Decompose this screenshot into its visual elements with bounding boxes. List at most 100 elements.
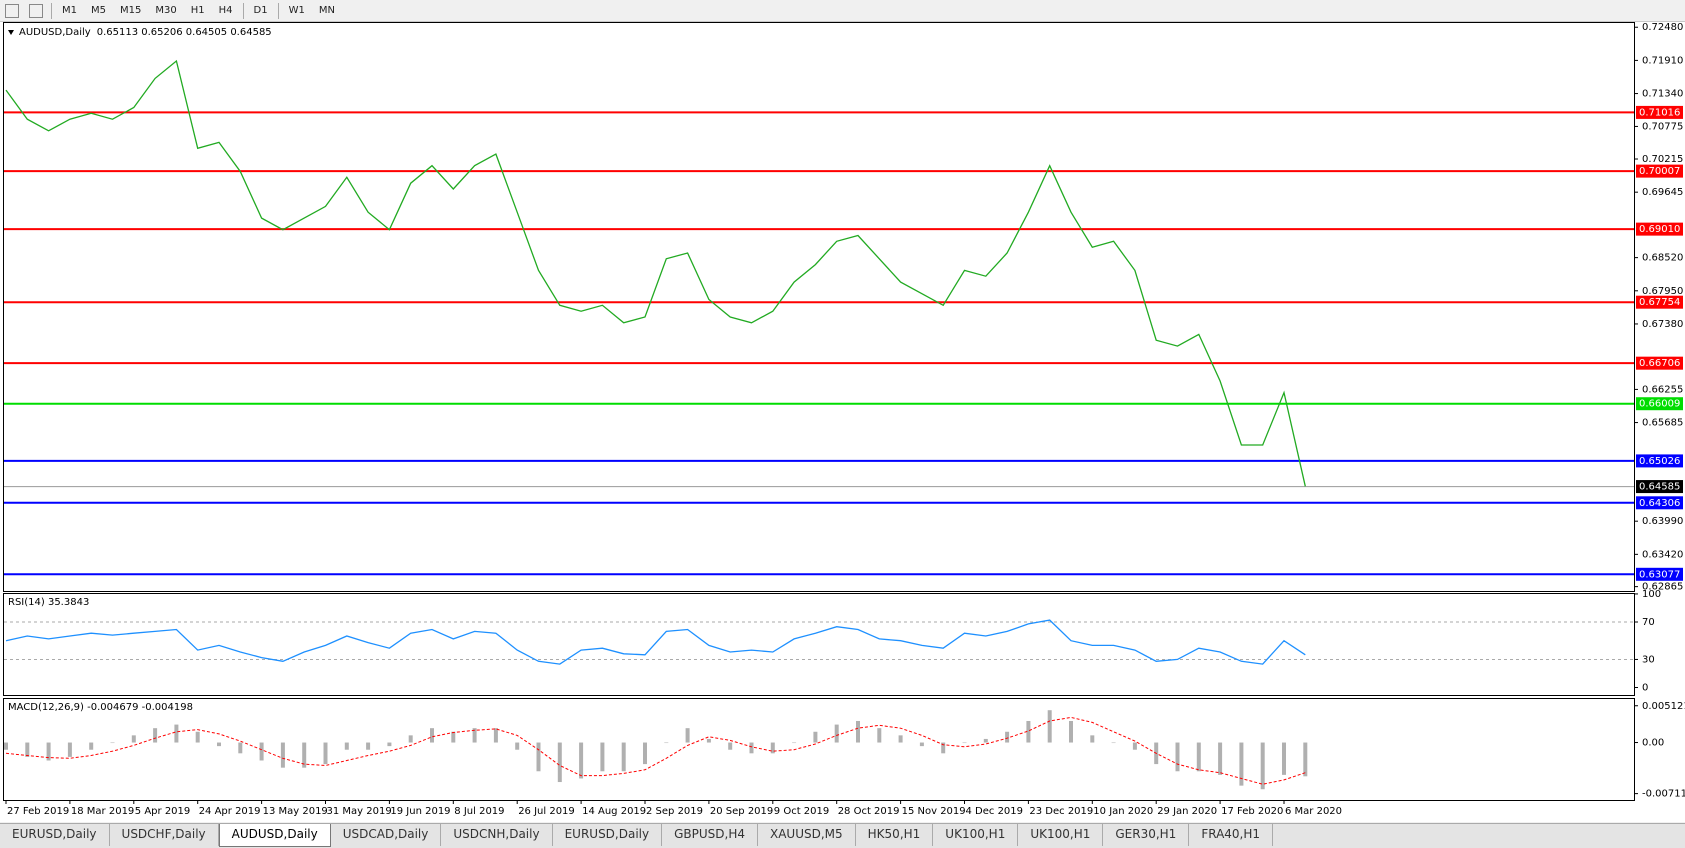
timeframe-button[interactable]: M30 xyxy=(155,5,177,16)
y-tick-label: 0.67380 xyxy=(1642,319,1683,330)
histogram-bar xyxy=(643,742,647,765)
chart-tab[interactable]: EURUSD,Daily xyxy=(553,824,663,846)
level-label-box xyxy=(1636,105,1683,119)
y-tick-label: 70 xyxy=(1642,617,1655,628)
level-label-box xyxy=(1636,295,1683,309)
y-tick-label: 0.63990 xyxy=(1642,516,1683,527)
histogram-bar xyxy=(898,735,903,743)
level-label-box xyxy=(1636,356,1683,370)
x-tick-label: 14 Aug 2019 xyxy=(582,806,646,817)
histogram-bar xyxy=(1005,731,1010,743)
histogram-bar xyxy=(1196,742,1201,772)
histogram-bar xyxy=(856,720,860,743)
histogram-bar xyxy=(579,742,584,779)
price-line xyxy=(5,59,1306,487)
histogram-bar xyxy=(451,731,456,743)
y-tick-label: 0.72480 xyxy=(1642,22,1683,33)
x-tick-label: 29 Jan 2020 xyxy=(1157,806,1217,817)
histogram-bar xyxy=(983,738,988,743)
histogram-bar xyxy=(919,742,924,747)
timeframe-button[interactable]: H4 xyxy=(218,5,233,16)
shapes-tool-icon[interactable] xyxy=(29,3,43,18)
x-tick-label: 17 Feb 2020 xyxy=(1221,806,1283,817)
chart-tab[interactable]: USDCAD,Daily xyxy=(331,824,442,846)
x-tick-label: 31 May 2019 xyxy=(327,806,392,817)
x-tick-label: 2 Sep 2019 xyxy=(646,806,703,817)
histogram-bar xyxy=(600,742,605,772)
level-label: 0.63077 xyxy=(1639,569,1680,580)
x-tick-label: 9 Oct 2019 xyxy=(774,806,829,817)
histogram-bar xyxy=(1026,720,1031,743)
histogram-bar xyxy=(302,742,307,768)
chart-tab[interactable]: GBPUSD,H4 xyxy=(662,824,758,846)
separator xyxy=(242,2,244,19)
histogram-bar xyxy=(472,728,477,743)
chart-tab[interactable]: XAUUSD,M5 xyxy=(758,824,856,846)
y-tick-label: 0.70215 xyxy=(1642,154,1683,165)
histogram-bar xyxy=(46,742,51,761)
timeframe-button[interactable]: M1 xyxy=(62,5,77,16)
histogram-bar xyxy=(110,742,115,744)
level-label: 0.70007 xyxy=(1639,166,1680,177)
histogram-bar xyxy=(1218,742,1223,775)
x-tick-label: 4 Dec 2019 xyxy=(966,806,1024,817)
histogram-bar xyxy=(1175,742,1180,772)
x-tick-label: 26 Jul 2019 xyxy=(518,806,575,817)
histogram-bar xyxy=(877,728,882,743)
chart-tab[interactable]: AUDUSD,Daily xyxy=(218,824,331,847)
x-tick-label: 18 Mar 2019 xyxy=(71,806,134,817)
histogram-bar xyxy=(664,742,669,744)
x-tick-label: 6 Mar 2020 xyxy=(1285,806,1342,817)
x-tick-label: 27 Feb 2019 xyxy=(7,806,69,817)
chart-tab[interactable]: GER30,H1 xyxy=(1103,824,1190,846)
chart-tab[interactable]: UK100,H1 xyxy=(933,824,1019,846)
chart-tab[interactable]: USDCHF,Daily xyxy=(110,824,219,846)
y-tick-label: 0.65685 xyxy=(1642,418,1683,429)
histogram-bar xyxy=(1111,742,1116,744)
timeframe-button[interactable]: W1 xyxy=(288,5,305,16)
level-label-box xyxy=(1636,164,1683,178)
last-price-label: 0.64585 xyxy=(1639,482,1680,493)
y-tick-label: 0.66255 xyxy=(1642,384,1683,395)
timeframe-button[interactable]: M5 xyxy=(91,5,106,16)
y-tick-label: 0.71910 xyxy=(1642,55,1683,66)
text-tool-icon[interactable] xyxy=(5,3,19,18)
timeframe-button[interactable]: H1 xyxy=(190,5,205,16)
chart-tab[interactable]: UK100,H1 xyxy=(1018,824,1104,846)
tab-bar: EURUSD,Daily USDCHF,Daily AUDUSD,Daily USDC… xyxy=(0,823,1685,848)
x-tick-label: 15 Nov 2019 xyxy=(902,806,966,817)
histogram-bar xyxy=(834,724,839,743)
y-tick-label: 0.68520 xyxy=(1642,253,1683,264)
chart-tab[interactable]: EURUSD,Daily xyxy=(0,824,110,846)
histogram-bar xyxy=(557,742,562,783)
x-tick-label: 20 Sep 2019 xyxy=(710,806,773,817)
x-tick-label: 5 Apr 2019 xyxy=(135,806,190,817)
histogram-bar xyxy=(1069,720,1073,743)
macd-title: MACD(12,26,9) -0.004679 -0.004198 xyxy=(8,702,193,713)
separator xyxy=(277,2,279,19)
y-tick-label: 0.005121 xyxy=(1642,701,1685,712)
timeframe-button[interactable]: MN xyxy=(318,5,335,16)
macd-panel-frame xyxy=(3,698,1635,801)
y-tick-label: 0.00 xyxy=(1642,738,1664,749)
histogram-bar xyxy=(813,731,818,743)
histogram-bar xyxy=(792,742,797,744)
rsi-title: RSI(14) 35.3843 xyxy=(8,597,89,608)
timeframe-button[interactable]: M15 xyxy=(120,5,142,16)
chart-tab[interactable]: USDCNH,Daily xyxy=(441,824,553,846)
histogram-bar xyxy=(536,742,541,772)
chart-tab[interactable]: HK50,H1 xyxy=(856,824,934,846)
chart-tab[interactable]: FRA40,H1 xyxy=(1189,824,1274,846)
histogram-bar xyxy=(706,738,711,743)
y-tick-label: 30 xyxy=(1642,654,1655,665)
histogram-bar xyxy=(195,731,200,743)
level-label: 0.66706 xyxy=(1639,358,1680,369)
histogram-bar xyxy=(941,742,946,754)
histogram-bar xyxy=(67,742,72,757)
rsi-panel-frame xyxy=(3,593,1635,696)
x-tick-label: 8 Jul 2019 xyxy=(454,806,504,817)
toolbar: M1 M5 M15 M30 H1 H4 D1 W1 MN xyxy=(0,0,1685,22)
timeframe-button[interactable]: D1 xyxy=(253,5,268,16)
chart: AUDUSD,Daily 0.65113 0.65206 0.64505 0.64… xyxy=(0,21,1685,822)
